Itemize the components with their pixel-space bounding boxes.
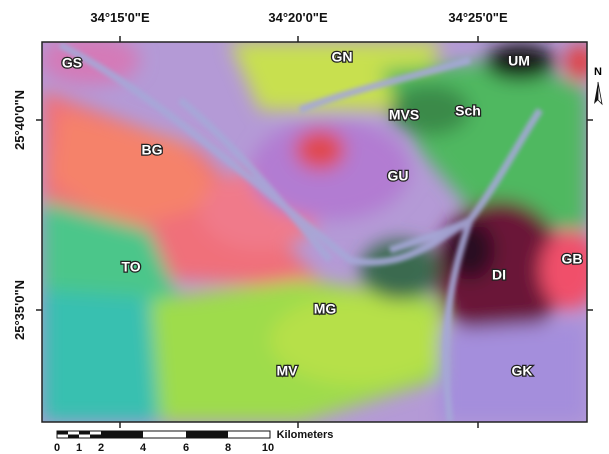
unit-label: MG: [314, 301, 337, 317]
unit-label: MVS: [389, 107, 419, 123]
unit-label: Sch: [455, 103, 481, 119]
unit-label: GS: [62, 55, 82, 71]
longitude-label: 34°20'0"E: [268, 10, 328, 25]
latitude-label: 25°40'0"N: [12, 90, 27, 150]
longitude-label: 34°15'0"E: [90, 10, 150, 25]
unit-label: TO: [121, 259, 140, 275]
unit-label: GK: [512, 363, 533, 379]
unit-label: DI: [492, 267, 506, 283]
north-arrow: N: [594, 66, 602, 104]
scale-unit: Kilometers: [277, 429, 334, 441]
unit-label: GN: [332, 49, 353, 65]
unit-label: BG: [142, 142, 163, 158]
scale-tick-label: 2: [98, 442, 104, 454]
scale-bar: Kilometers 0 1 2 4 6 8 10: [54, 429, 333, 454]
unit-label: GU: [388, 168, 409, 184]
scale-tick-label: 1: [76, 442, 82, 454]
north-label: N: [594, 66, 602, 78]
unit-label: MV: [277, 363, 299, 379]
scale-tick-label: 4: [140, 442, 147, 454]
scale-tick-label: 6: [183, 442, 189, 454]
scale-tick-label: 10: [262, 442, 274, 454]
scale-tick-label: 8: [225, 442, 231, 454]
longitude-label: 34°25'0"E: [448, 10, 508, 25]
latitude-label: 25°35'0"N: [12, 280, 27, 340]
unit-label: UM: [508, 53, 530, 69]
unit-label: GB: [562, 251, 583, 267]
map-figure: 34°15'0"E 34°20'0"E 34°25'0"E 25°40'0"N …: [0, 0, 609, 454]
scale-tick-label: 0: [54, 442, 60, 454]
